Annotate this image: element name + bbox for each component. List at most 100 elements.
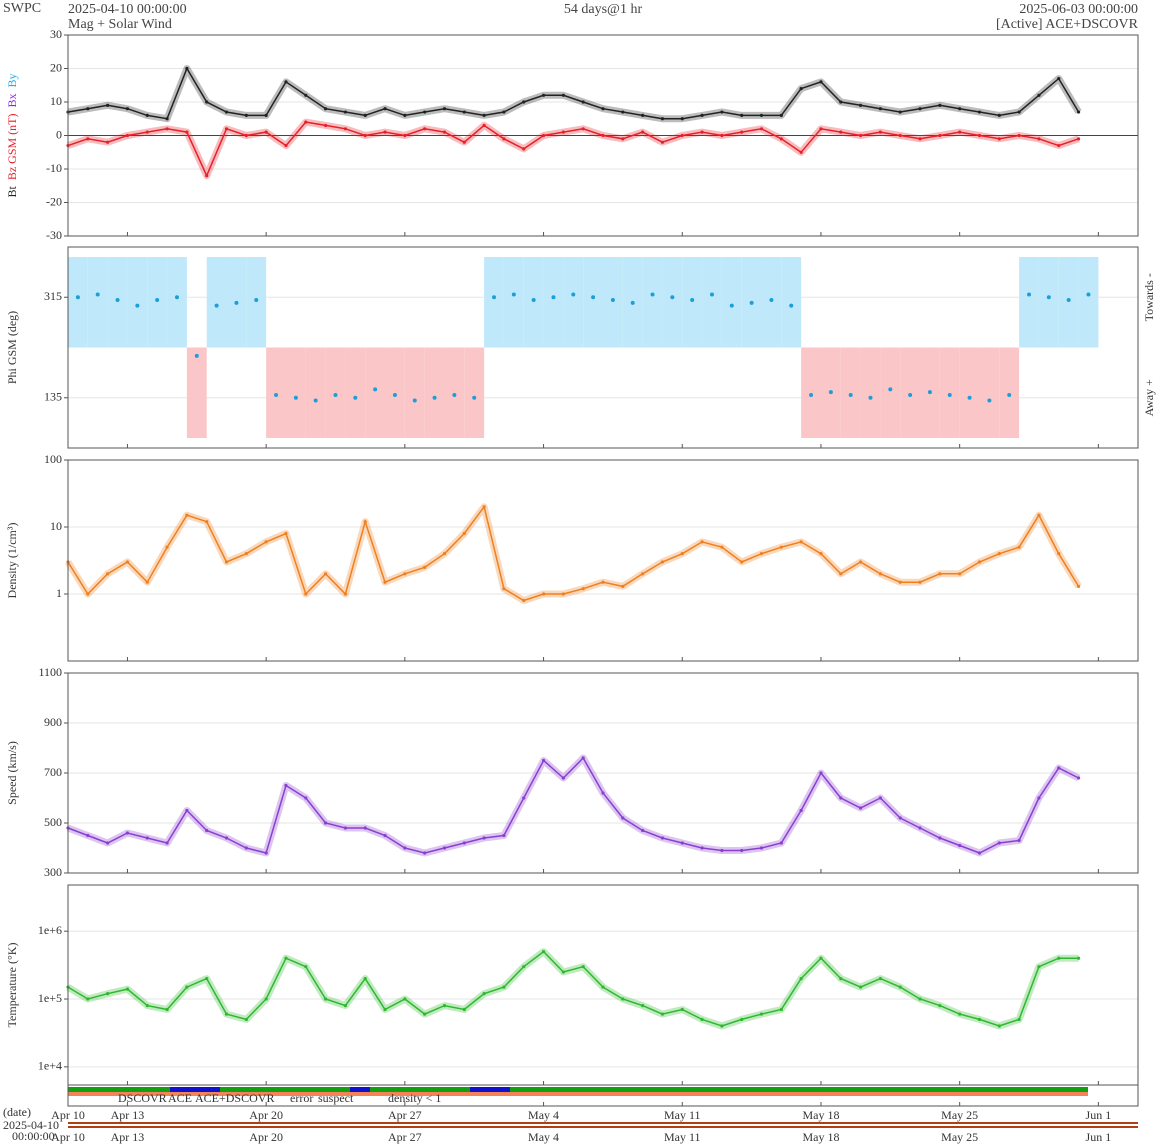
series-point [106, 841, 110, 845]
sector-band [206, 257, 227, 348]
series-point [720, 848, 724, 853]
series-point [1057, 766, 1061, 770]
phi-point [452, 392, 457, 397]
series-point [759, 113, 764, 117]
sector-band [305, 347, 326, 438]
series-point [700, 1017, 704, 1022]
series-point [641, 1003, 645, 1008]
sector-band [1038, 257, 1059, 348]
sector-band [563, 257, 584, 348]
series-point [621, 997, 625, 1001]
series-point [641, 130, 645, 134]
y-tick-label: 315 [44, 289, 62, 303]
x-tick-label: May 11 [664, 1130, 701, 1144]
series-point [918, 997, 922, 1001]
series-point [323, 123, 328, 128]
series-point [403, 133, 407, 138]
sector-band [1078, 257, 1099, 348]
phi-point [630, 300, 635, 305]
series-point [244, 133, 248, 138]
series-point [958, 572, 962, 576]
x-tick-label: May 18 [802, 1130, 839, 1144]
phi-point [809, 392, 814, 397]
series-point [997, 1024, 1001, 1028]
sector-band [642, 257, 663, 348]
panel: -30 -20 -10 0 10 20 30 Bt Bz GSM (nT) Bx By [5, 27, 1139, 242]
series-point [581, 587, 585, 591]
series-point [522, 796, 526, 800]
series-point [700, 846, 704, 850]
x-tick-label: May 25 [941, 1130, 978, 1144]
series-point [601, 133, 605, 138]
series-point [720, 1024, 724, 1028]
series-point [442, 107, 447, 111]
x-tick-label: Apr 10 [51, 1130, 85, 1144]
series-point [621, 110, 625, 114]
legend-entry: Bz GSM (nT) [5, 114, 19, 181]
series-point [1076, 776, 1081, 780]
series-point [482, 836, 486, 840]
phi-point [492, 295, 497, 300]
series-point [858, 103, 863, 107]
series-point [839, 796, 843, 800]
phi-point [412, 398, 417, 403]
series-point [185, 985, 189, 989]
series-point [759, 846, 764, 850]
series-point [244, 552, 248, 556]
x-tick-label: Apr 13 [111, 1108, 145, 1122]
series-point [383, 833, 387, 838]
series-band [65, 503, 1082, 604]
series-point [284, 956, 288, 960]
x-tick-label: Jun 1 [1086, 1130, 1112, 1144]
phi-point [155, 298, 160, 303]
series-point [442, 1003, 447, 1008]
sector-band [900, 347, 921, 438]
series-point [819, 80, 823, 84]
series-point [185, 130, 189, 134]
series-point [878, 130, 883, 134]
series-point [423, 1012, 427, 1016]
series-point [145, 580, 149, 584]
series-point [224, 836, 229, 840]
series-point [878, 977, 883, 981]
phi-point [729, 303, 734, 308]
series-point [224, 560, 229, 564]
date-strip [68, 1126, 1138, 1128]
series-point [205, 520, 209, 524]
series-point [423, 565, 427, 569]
start-clock: 00:00:00 [12, 1129, 55, 1143]
series-point [165, 127, 169, 131]
sector-band [1058, 257, 1079, 348]
series-point [323, 997, 328, 1001]
series-point [304, 592, 308, 596]
x-tick-label: Apr 27 [388, 1108, 422, 1122]
series-point [977, 133, 982, 138]
series-point [1057, 552, 1061, 556]
series-point [977, 1017, 982, 1022]
sector-band [761, 257, 782, 348]
series-point [1076, 110, 1081, 114]
phi-point [650, 292, 655, 297]
phi-point [967, 395, 972, 400]
phi-point [888, 387, 893, 392]
series-point [522, 965, 526, 969]
sector-band [167, 257, 187, 348]
y-tick-label: 700 [44, 765, 62, 779]
series-point [938, 133, 942, 138]
series-point [323, 572, 328, 576]
series-point [383, 107, 387, 111]
phi-point [551, 295, 556, 300]
y-axis-label: Phi GSM (deg) [5, 311, 19, 384]
series-point [561, 130, 565, 134]
series-point [224, 127, 229, 131]
y-axis-label: Density (1/cm³) [5, 523, 19, 599]
series-point [898, 133, 902, 138]
series-point [621, 584, 625, 588]
series-point [86, 137, 90, 141]
sector-band [682, 257, 703, 348]
series-point [502, 110, 506, 114]
sector-band [979, 347, 1000, 438]
series-point [185, 66, 189, 71]
sector-band [127, 257, 148, 348]
